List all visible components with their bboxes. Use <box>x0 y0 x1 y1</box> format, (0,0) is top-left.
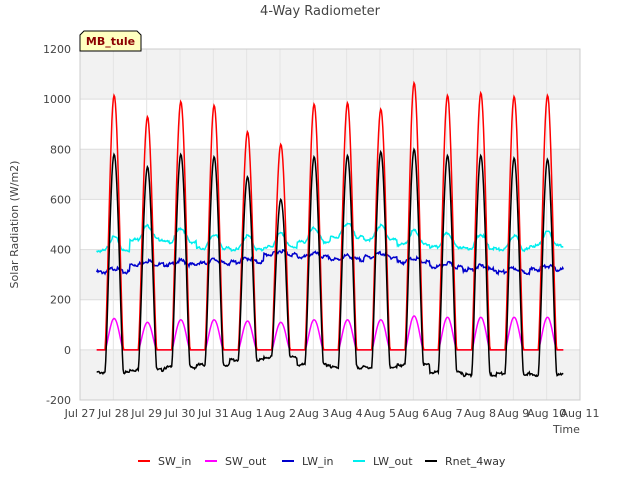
site-label-box: MB_tule <box>79 30 142 52</box>
legend-item: LW_out <box>353 455 413 468</box>
y-axis-title: Solar Radiation (W/m2) <box>8 161 21 289</box>
background-bands <box>80 49 580 400</box>
legend-item: LW_in <box>282 455 334 468</box>
x-tick-label: Jul 28 <box>97 407 129 420</box>
legend-item: SW_out <box>205 455 267 468</box>
chart-title: 4-Way Radiometer <box>260 4 381 19</box>
x-tick-label: Aug 4 <box>331 407 363 420</box>
y-tick-label: 1200 <box>43 43 71 56</box>
background-band <box>80 349 580 400</box>
legend-label: LW_in <box>302 455 334 468</box>
legend-label: SW_out <box>225 455 267 468</box>
y-tick-label: 200 <box>50 294 71 307</box>
x-axis-ticks: Jul 27 Jul 28 Jul 29 Jul 30 Jul 31 Aug 1 Aug 2… <box>64 407 600 420</box>
x-tick-label: Jul 30 <box>164 407 196 420</box>
plot-background <box>80 49 580 400</box>
series-layer <box>96 80 564 379</box>
x-tick-label: Aug 2 <box>264 407 296 420</box>
y-tick-label: 800 <box>50 143 71 156</box>
x-tick-label: Jul 27 <box>64 407 96 420</box>
site-label: MB_tule <box>86 35 135 48</box>
y-tick-label: 0 <box>64 344 71 357</box>
y-tick-label: -200 <box>46 394 71 407</box>
x-tick-label: Aug 9 <box>497 407 529 420</box>
x-tick-label: Aug 3 <box>297 407 329 420</box>
y-axis-ticks: -200 0 200 400 600 800 1000 1200 <box>43 43 71 407</box>
x-tick-label: Jul 29 <box>130 407 162 420</box>
series-line-sw-in <box>96 80 564 351</box>
site-label-shape <box>79 30 142 52</box>
x-tick-label: Aug 6 <box>397 407 429 420</box>
x-tick-label: Aug 1 <box>231 407 263 420</box>
background-band <box>80 49 580 100</box>
x-tick-label: Jul 31 <box>197 407 229 420</box>
series-line-rnet-4way <box>96 147 564 379</box>
y-tick-label: 1000 <box>43 93 71 106</box>
legend-label: Rnet_4way <box>445 455 506 468</box>
x-tick-label: Aug 11 <box>561 407 600 420</box>
legend-item: Rnet_4way <box>425 455 506 468</box>
legend: SW_in SW_out LW_in LW_out Rnet_4way <box>138 455 506 468</box>
background-band <box>80 149 580 200</box>
legend-item: SW_in <box>138 455 191 468</box>
y-tick-label: 600 <box>50 193 71 206</box>
plot-frame <box>79 48 581 401</box>
x-tick-label: Aug 8 <box>464 407 496 420</box>
x-axis-title: Time <box>552 423 580 436</box>
x-tick-label: Aug 5 <box>364 407 396 420</box>
y-tick-label: 400 <box>50 244 71 257</box>
legend-label: SW_in <box>158 455 191 468</box>
x-tick-label: Aug 10 <box>527 407 566 420</box>
legend-label: LW_out <box>373 455 413 468</box>
x-tick-label: Aug 7 <box>431 407 463 420</box>
